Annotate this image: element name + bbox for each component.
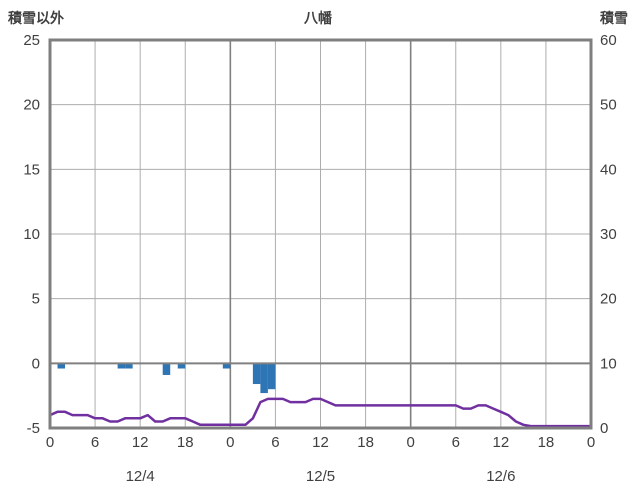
- hour-tick-label: 6: [271, 434, 279, 451]
- left-axis-title: 積雪以外: [8, 10, 64, 26]
- precip-bar: [177, 363, 186, 369]
- date-label: 12/5: [306, 468, 335, 485]
- precip-bar: [252, 363, 261, 385]
- left-tick-label: 20: [23, 97, 40, 114]
- right-tick-label: 60: [600, 32, 617, 49]
- hour-tick-label: 0: [406, 434, 414, 451]
- hour-tick-label: 0: [587, 434, 595, 451]
- chart-title: 八幡: [304, 10, 332, 26]
- hour-tick-label: 6: [91, 434, 99, 451]
- date-label: 12/4: [126, 468, 155, 485]
- hour-tick-label: 18: [177, 434, 194, 451]
- right-tick-label: 30: [600, 226, 617, 243]
- precip-bar: [267, 363, 276, 390]
- left-tick-label: -5: [27, 420, 40, 437]
- precip-bar: [260, 363, 268, 394]
- left-tick-label: 15: [23, 161, 40, 178]
- right-tick-label: 0: [600, 420, 608, 437]
- right-tick-label: 50: [600, 97, 617, 114]
- precip-bar: [162, 363, 171, 375]
- right-axis-title: 積雪: [600, 10, 628, 26]
- precip-bar: [222, 363, 231, 369]
- precip-bar: [57, 363, 66, 369]
- hour-tick-label: 12: [312, 434, 329, 451]
- hour-tick-label: 0: [226, 434, 234, 451]
- right-tick-label: 20: [600, 291, 617, 308]
- left-tick-label: 10: [23, 226, 40, 243]
- precip-bar: [125, 363, 133, 369]
- precip-bar: [117, 363, 126, 369]
- hour-tick-label: 0: [46, 434, 54, 451]
- hour-tick-label: 18: [357, 434, 374, 451]
- plot-frame: [48, 38, 593, 430]
- right-tick-label: 40: [600, 161, 617, 178]
- hour-tick-label: 6: [452, 434, 460, 451]
- left-tick-label: 5: [32, 291, 40, 308]
- left-tick-label: 0: [32, 355, 40, 372]
- date-label: 12/6: [486, 468, 515, 485]
- right-tick-label: 10: [600, 355, 617, 372]
- hour-tick-label: 12: [492, 434, 509, 451]
- hour-tick-label: 18: [538, 434, 555, 451]
- hour-tick-label: 12: [132, 434, 149, 451]
- left-tick-label: 25: [23, 32, 40, 49]
- snow-depth-line: [48, 397, 593, 428]
